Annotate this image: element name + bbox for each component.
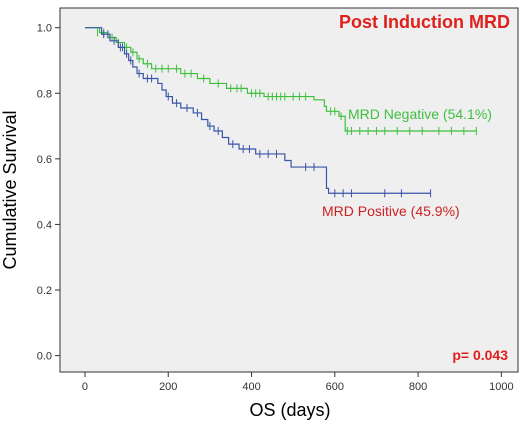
x-tick-label: 0 [82,381,88,393]
y-tick-label: 0.0 [37,351,52,363]
series-layer [84,27,477,198]
x-tick-label: 1000 [489,381,513,393]
x-tick-label: 800 [409,381,427,393]
plot-background [59,7,519,373]
y-tick-label: 0.4 [37,219,52,231]
x-tick-label: 200 [159,381,177,393]
series-label-mrd-positive: MRD Positive (45.9%) [322,203,460,219]
y-tick-label: 0.6 [37,154,52,166]
y-tick-label: 0.2 [37,285,52,297]
y-axis-title: Cumulative Survival [0,110,20,269]
p-value-annotation: p= 0.043 [452,347,508,363]
survival-curve-mrd-negative [84,27,477,132]
axis-layer: 0 200 400 600 800 1000 0.0 0.2 0.4 0.6 0.8 1.0 [37,23,514,393]
series-label-mrd-negative: MRD Negative (54.1%) [348,106,492,122]
y-tick-label: 0.8 [37,88,52,100]
x-tick-label: 600 [326,381,344,393]
chart-title: Post Induction MRD [339,12,510,32]
x-axis-title: OS (days) [249,400,330,420]
x-tick-label: 400 [242,381,260,393]
y-tick-label: 1.0 [37,23,52,35]
